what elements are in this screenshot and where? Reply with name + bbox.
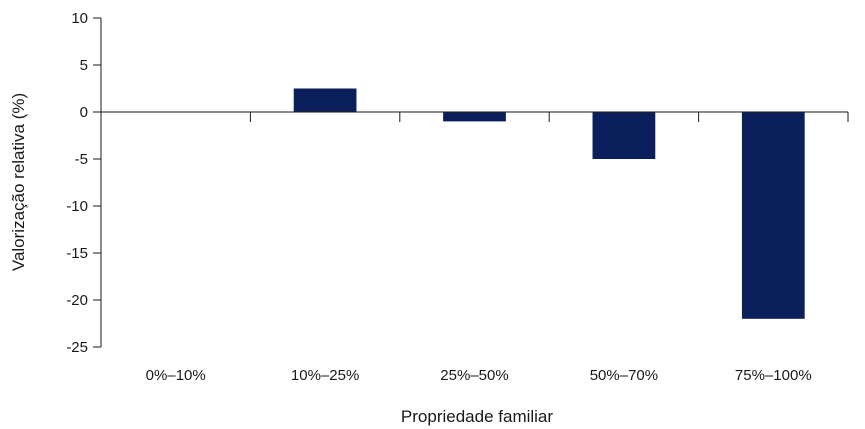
x-tick-label: 25%–50% xyxy=(440,367,508,384)
bars-group xyxy=(293,88,805,319)
y-tick-label: -5 xyxy=(75,151,88,168)
x-tick-label: 50%–70% xyxy=(590,367,658,384)
y-axis-title: Valorização relativa (%) xyxy=(9,93,28,271)
y-tick-label: 0 xyxy=(80,104,88,121)
y-tick-label: -25 xyxy=(66,339,88,356)
bar-2 xyxy=(443,112,506,122)
x-ticks-group: 0%–10% 10%–25% 25%–50% 50%–70% 75%–100% xyxy=(146,112,849,384)
x-axis-title: Propriedade familiar xyxy=(401,407,553,426)
y-tick-label: 10 xyxy=(71,10,88,27)
axes-group xyxy=(100,18,848,347)
bar-3 xyxy=(592,112,656,159)
y-tick-label: 5 xyxy=(80,57,88,74)
x-tick-label: 0%–10% xyxy=(146,367,206,384)
y-tick-label: -20 xyxy=(66,292,88,309)
x-tick-label: 75%–100% xyxy=(735,367,812,384)
y-tick-label: -10 xyxy=(66,198,88,215)
bar-4 xyxy=(741,112,805,319)
y-tick-label: -15 xyxy=(66,245,88,262)
bar-1 xyxy=(293,88,357,112)
y-ticks-group: 10 5 0 -5 -10 -15 -20 -25 xyxy=(66,10,101,356)
x-tick-label: 10%–25% xyxy=(291,367,359,384)
